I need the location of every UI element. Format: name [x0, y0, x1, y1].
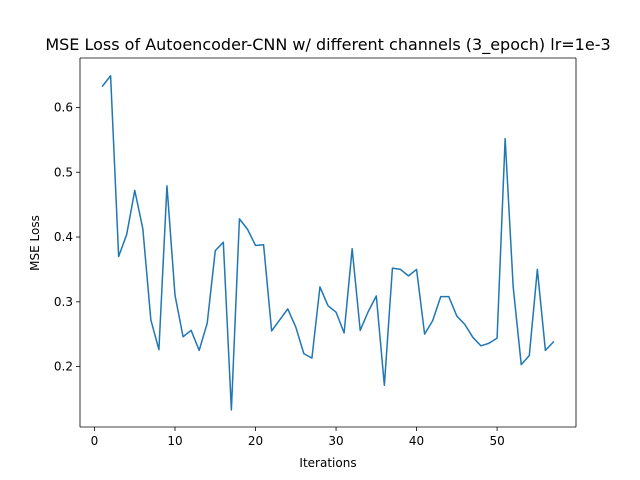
series-line-0 [101, 75, 555, 411]
plot-area: 0 10 20 30 40 50 0.2 0.3 0.4 0.5 0.6 [54, 57, 577, 448]
y-tick-label: 0.3 [54, 295, 73, 309]
chart-title: MSE Loss of Autoencoder-CNN w/ different… [45, 35, 610, 55]
x-tick-label: 20 [248, 434, 263, 448]
x-tick-label: 50 [489, 434, 504, 448]
y-axis-label: MSE Loss [28, 215, 42, 271]
y-tick-label: 0.6 [54, 100, 73, 114]
y-tick-label: 0.2 [54, 360, 73, 374]
x-tick-label: 30 [328, 434, 343, 448]
y-tick-label: 0.5 [54, 165, 73, 179]
y-tick-label: 0.4 [54, 230, 73, 244]
x-tick-label: 10 [167, 434, 182, 448]
x-tick-label: 40 [409, 434, 424, 448]
x-tick-label: 0 [91, 434, 99, 448]
x-axis-label: Iterations [299, 456, 356, 470]
